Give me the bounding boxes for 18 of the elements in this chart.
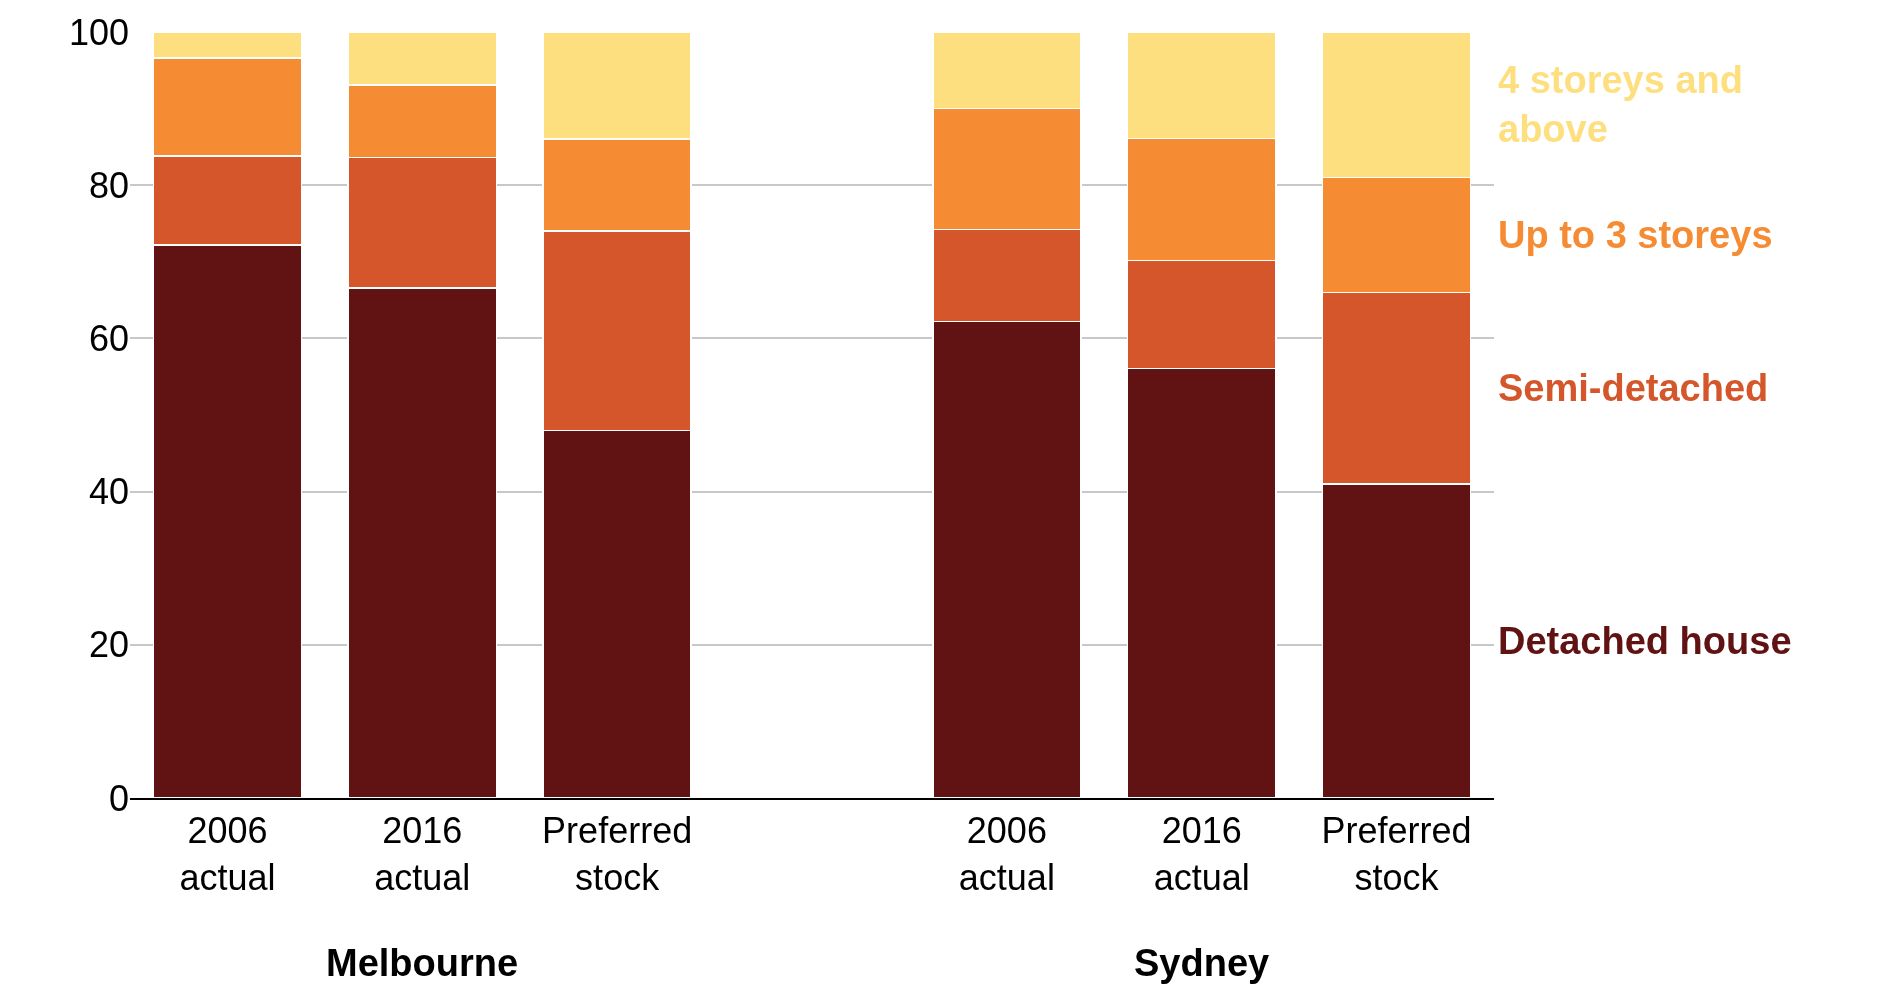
x-tick-label: 2016 actual (1153, 809, 1250, 898)
text: Melbourne (326, 942, 519, 984)
x-tick-label: 2006 actual (958, 809, 1055, 898)
x-tick-label: Preferred stock (542, 809, 693, 898)
y-tick-label: 20 (88, 624, 129, 666)
text: Sydney (1134, 942, 1270, 984)
x-tick-label: 2006 actual (179, 809, 276, 898)
y-tick-label: 0 (108, 777, 129, 819)
series-label: 4 storeys and above (1498, 59, 1743, 151)
series-label: Up to 3 storeys (1498, 214, 1773, 256)
y-tick-label: 100 (68, 11, 129, 53)
x-tick-label: 2016 actual (374, 809, 471, 898)
series-label: Semi-detached (1498, 367, 1769, 409)
y-tick-label: 60 (88, 318, 129, 359)
series-label: Detached house (1498, 620, 1792, 662)
y-tick-label: 80 (88, 164, 129, 206)
x-tick-label: Preferred stock (1321, 809, 1472, 898)
y-tick-label: 40 (88, 471, 129, 513)
